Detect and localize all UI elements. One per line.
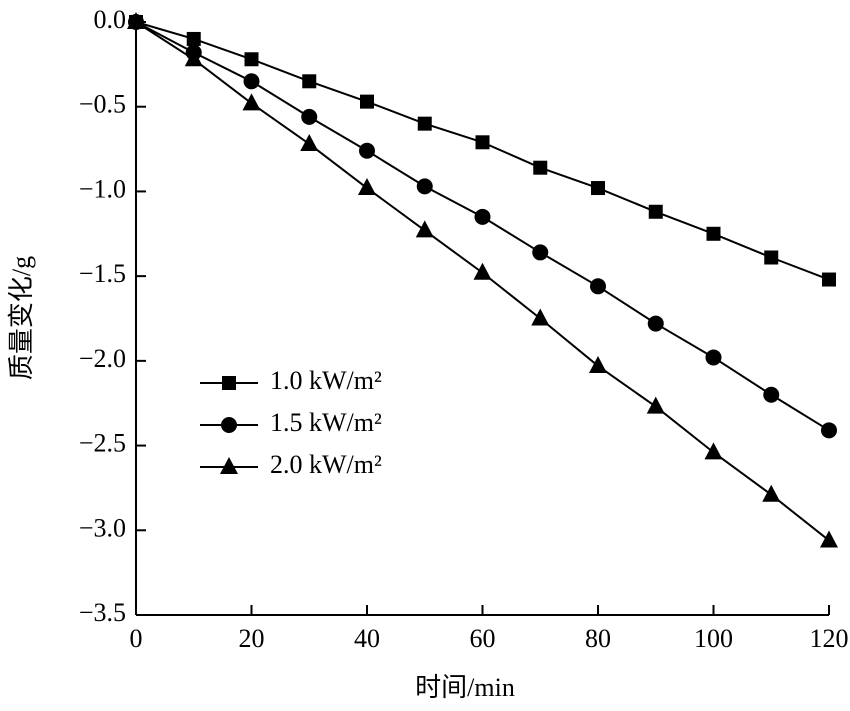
data-point [300,133,319,151]
data-point [359,142,375,159]
y-tick-label: 0.0 [94,5,127,34]
x-axis-title: 时间/min [415,673,515,702]
data-point [821,422,837,439]
data-point [533,160,548,175]
data-point [474,208,491,225]
legend-marker [220,457,238,474]
data-point [242,93,261,111]
data-point [763,386,780,403]
data-point [820,530,838,548]
x-tick-label: 120 [810,624,849,653]
y-axis-title: 质量变化/g [7,256,36,380]
y-tick-label: −2.5 [79,429,126,458]
legend-label: 2.0 kW/m² [270,450,382,479]
data-point [705,349,722,366]
y-tick-label: −3.5 [79,598,126,627]
data-point [590,278,606,295]
data-point [302,74,317,89]
data-point [416,178,433,195]
data-point [184,49,203,67]
data-point [532,244,549,261]
data-point [301,108,318,125]
y-tick-label: −1.5 [79,259,126,288]
x-tick-label: 0 [130,624,143,653]
data-point [822,272,836,287]
y-tick-label: −1.0 [79,174,126,203]
x-tick-label: 20 [239,624,265,653]
data-point [473,262,492,280]
y-tick-label: −3.0 [79,513,126,542]
data-point [646,396,665,414]
legend-marker [222,376,236,390]
series-line [135,21,830,281]
data-point [706,226,721,241]
data-point [762,484,781,502]
series-line [135,21,830,542]
data-point [127,12,145,29]
data-point [647,315,664,332]
data-point [415,220,434,238]
data-point [531,308,550,326]
y-tick-label: −2.0 [79,344,126,373]
x-tick-label: 60 [470,624,496,653]
x-tick-label: 40 [354,624,380,653]
data-point [244,52,259,67]
data-point [417,116,432,131]
data-point [648,204,663,219]
legend-label: 1.5 kW/m² [270,408,382,437]
data-point [243,73,260,90]
x-tick-label: 80 [585,624,611,653]
data-point [358,178,376,196]
legend-label: 1.0 kW/m² [270,366,382,395]
y-tick-label: −0.5 [79,90,126,119]
data-point [360,94,374,109]
data-point [764,250,779,265]
data-point [475,135,490,150]
data-point [186,31,201,46]
x-tick-label: 100 [694,624,733,653]
data-point [591,181,605,196]
data-point [589,355,607,373]
data-point [704,442,723,460]
legend-marker [221,417,237,433]
series-line [135,21,830,432]
